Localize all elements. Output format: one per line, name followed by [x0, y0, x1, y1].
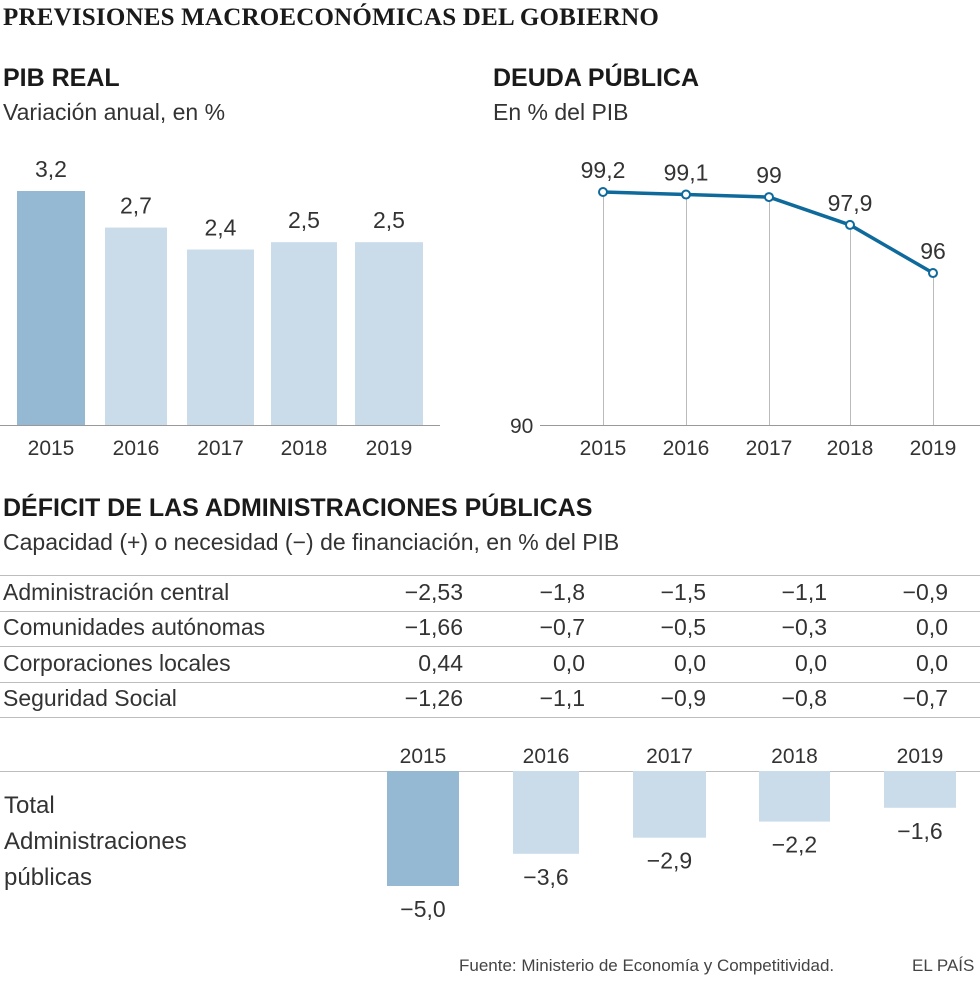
pib-value-label: 2,5 [373, 207, 405, 233]
table-divider [0, 646, 980, 647]
table-row-label: Comunidades autónomas [3, 614, 266, 640]
deuda-year-label: 2018 [827, 437, 874, 460]
deuda-point [764, 192, 774, 203]
total-value-label: −2,9 [647, 848, 692, 874]
total-label-line: Total [4, 792, 55, 819]
total-year-label: 2018 [771, 745, 818, 768]
table-divider [0, 717, 980, 718]
deuda-point [928, 268, 938, 279]
pib-bar [187, 249, 254, 425]
total-bar [387, 771, 459, 886]
table-cell: −2,53 [404, 579, 463, 605]
brand-logo: EL PAÍS [912, 956, 975, 975]
deuda-year-label: 2019 [910, 437, 957, 460]
deuda-value-label: 99 [756, 162, 782, 188]
table-cell: −1,1 [539, 685, 585, 711]
deuda-series-line [602, 190, 934, 275]
table-cell: −1,8 [539, 579, 585, 605]
page-title: PREVISIONES MACROECONÓMICAS DEL GOBIERNO [3, 4, 660, 31]
deuda-year-label: 2017 [746, 437, 793, 460]
deuda-subtitle: En % del PIB [493, 99, 629, 125]
pib-year-label: 2016 [113, 437, 160, 460]
pib-value-label: 2,7 [120, 193, 152, 219]
pib-bar [17, 191, 85, 425]
pib-year-label: 2015 [28, 437, 75, 460]
pib-year-label: 2019 [366, 437, 413, 460]
table-divider [0, 611, 980, 612]
table-row-label: Corporaciones locales [3, 650, 231, 676]
deuda-chart: 90 99,2 2015 99,1 2016 99 2017 97,9 2018 96 2019 [510, 157, 980, 460]
total-bar [884, 771, 956, 808]
total-label-line: públicas [4, 864, 93, 891]
deuda-year-label: 2015 [580, 437, 627, 460]
deuda-point [845, 219, 855, 230]
pib-value-label: 2,5 [288, 207, 320, 233]
table-cell: 0,0 [674, 650, 706, 676]
pib-subtitle: Variación anual, en % [3, 99, 226, 125]
pib-value-label: 3,2 [35, 156, 67, 182]
pib-chart: 3,2 2015 2,7 2016 2,4 2017 2,5 2018 2,5 2019 [0, 156, 440, 460]
pib-bar [271, 242, 337, 425]
pib-year-label: 2017 [197, 437, 244, 460]
table-cell: −0,7 [539, 614, 585, 640]
table-cell: 0,0 [795, 650, 827, 676]
table-cell: −0,3 [781, 614, 827, 640]
total-bar [759, 771, 830, 822]
deuda-value-label: 99,2 [581, 157, 626, 183]
table-cell: 0,0 [916, 650, 948, 676]
deficit-title: DÉFICIT DE LAS ADMINISTRACIONES PÚBLICAS [3, 494, 593, 522]
deuda-point [681, 189, 691, 200]
pib-year-label: 2018 [281, 437, 328, 460]
table-cell: −1,1 [781, 579, 827, 605]
table-row-label: Administración central [3, 579, 230, 605]
table-divider [0, 575, 980, 576]
total-value-label: −2,2 [772, 832, 817, 858]
table-cell: 0,44 [418, 650, 463, 676]
deuda-value-label: 97,9 [828, 190, 873, 216]
pib-bar [105, 227, 167, 425]
table-cell: −1,26 [404, 685, 463, 711]
deuda-point [598, 187, 608, 197]
total-bar [633, 771, 706, 838]
total-chart: 2015 −5,0 2016 −3,6 2017 −2,9 2018 −2,2 2019 −1,6 [0, 745, 980, 922]
deuda-baseline-label: 90 [510, 415, 533, 438]
pib-bar [355, 242, 423, 425]
table-divider [0, 682, 980, 683]
total-value-label: −3,6 [523, 864, 568, 890]
total-value-label: −1,6 [897, 818, 942, 844]
deuda-value-label: 96 [920, 238, 946, 264]
total-bar [513, 771, 579, 854]
deuda-year-label: 2016 [663, 437, 710, 460]
pib-value-label: 2,4 [205, 215, 237, 241]
total-value-label: −5,0 [400, 896, 445, 922]
pib-title: PIB REAL [3, 64, 120, 92]
table-cell: −0,9 [660, 685, 706, 711]
total-year-label: 2019 [897, 745, 944, 768]
deuda-value-label: 99,1 [664, 160, 709, 186]
total-label-line: Administraciones [4, 828, 187, 855]
total-year-label: 2017 [646, 745, 693, 768]
deuda-title: DEUDA PÚBLICA [493, 64, 700, 92]
table-cell: −0,9 [902, 579, 948, 605]
table-cell: −0,8 [781, 685, 827, 711]
table-cell: −1,66 [404, 614, 463, 640]
source-note: Fuente: Ministerio de Economía y Competi… [459, 956, 835, 975]
table-cell: −1,5 [660, 579, 706, 605]
table-cell: 0,0 [553, 650, 585, 676]
table-cell: 0,0 [916, 614, 948, 640]
table-cell: −0,5 [660, 614, 706, 640]
deficit-subtitle: Capacidad (+) o necesidad (−) de financi… [3, 529, 620, 555]
table-cell: −0,7 [902, 685, 948, 711]
total-label: Total Administraciones públicas [4, 788, 264, 896]
total-year-label: 2015 [400, 745, 447, 768]
total-year-label: 2016 [523, 745, 570, 768]
table-row-label: Seguridad Social [3, 685, 177, 711]
